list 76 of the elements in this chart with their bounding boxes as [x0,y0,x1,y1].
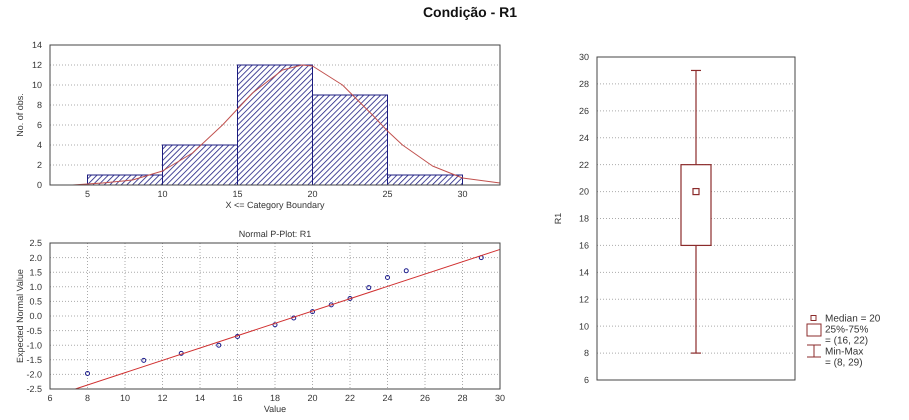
x-tick-label: 22 [344,393,356,403]
point [272,322,278,328]
y-tick-label: 8 [584,348,589,358]
y-tick-label: -2.5 [26,384,42,394]
y-tick-label: 12 [32,60,42,70]
x-tick-label: 12 [157,393,168,403]
y-axis-title: Expected Normal Value [15,269,25,363]
point [310,309,315,314]
text: 25%-75% [825,324,868,336]
point [85,371,90,376]
y-tick-label: 6 [36,120,42,130]
y-tick-label: -1.5 [26,354,42,365]
text: Median = 20 [825,314,881,324]
y-tick-label: 6 [584,375,589,386]
point [235,334,240,339]
y-tick-label: -2.0 [26,370,42,380]
x-tick-label: 24 [382,393,393,403]
point [178,350,184,356]
x-tick-label: 15 [232,189,243,199]
x-tick-label: 20 [307,189,318,199]
x-axis-title: Value [264,404,286,414]
y-tick-label: 2 [36,160,42,170]
y-tick-label: 0 [36,180,42,190]
point [478,255,484,260]
y-tick-label: 22 [578,160,589,170]
x-tick-label: 8 [84,393,90,403]
x-tick-label: 30 [494,393,506,403]
x-tick-label: 5 [84,189,90,199]
x-tick-label: 25 [382,189,393,199]
y-tick-label: 0.5 [29,296,42,307]
y-tick-label: 14 [578,267,589,278]
point [385,274,390,280]
point [141,358,146,363]
y-tick-label: 28 [578,79,589,90]
y-tick-label: 2.5 [29,238,42,248]
y-tick-label: 30 [578,52,589,62]
y-tick-label: 8 [36,100,42,110]
y-tick-label: -1.0 [26,340,42,350]
y-tick-label: 16 [578,240,589,251]
x-tick-label: 10 [157,189,168,199]
x-tick-label: 28 [457,393,468,403]
y-tick-label: 14 [32,40,42,50]
x-tick-label: 30 [457,189,468,199]
point [328,302,334,308]
point [404,268,409,274]
x-tick-label: 16 [232,393,243,403]
x-tick-label: 20 [307,393,318,403]
y-tick-label: 26 [578,106,589,116]
y-tick-label: 10 [578,321,589,332]
point [216,342,222,348]
y-tick-label: 10 [32,80,42,90]
y-tick-label: 0.0 [29,311,42,322]
x-tick-label: 18 [270,393,280,403]
x-axis-title: X <= Category Boundary [225,200,326,210]
x-tick-label: 26 [420,393,430,403]
point [348,296,352,301]
y-tick-label: 1.5 [29,267,42,278]
x-tick-label: 10 [120,393,130,403]
y-axis-title: No. of obs. [15,93,25,137]
y-tick-label: 24 [578,132,589,143]
chart-title: Condição - R1 [422,4,518,20]
y-tick-label: 18 [578,214,589,224]
x-tick-label: 6 [47,393,53,403]
text: = (8, 29) [825,358,863,368]
y-tick-label: 1.0 [29,282,42,292]
y-tick-label: 12 [578,294,589,304]
y-tick-label: 4 [36,140,42,150]
y-tick-label: 2.0 [29,252,42,263]
text: = (16, 22) [825,336,868,346]
x-tick-label: 14 [194,393,206,403]
y-tick-label: -0.5 [26,326,42,336]
chart-title: Normal P-Plot: R1 [238,229,312,239]
point [291,316,296,321]
text: Min-Max [825,346,864,358]
point [366,285,372,290]
y-axis-title: R1 [553,212,563,224]
